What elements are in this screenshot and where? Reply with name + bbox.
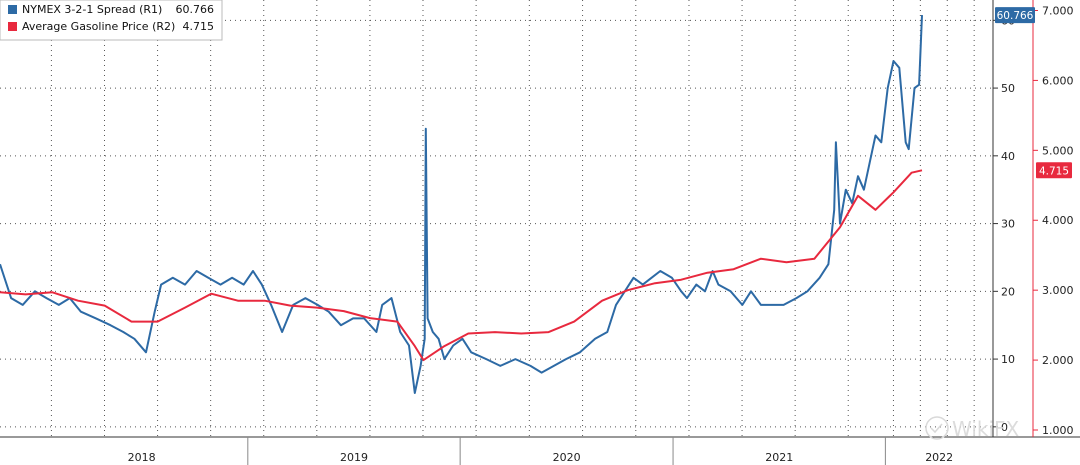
tick-label-x: 2022 (925, 451, 953, 464)
tick-label-r2: 7.000 (1042, 4, 1074, 17)
tick-label-r1: 10 (1001, 353, 1015, 366)
last-value-badge-1 (995, 7, 1035, 24)
tick-label-r2: 4.000 (1042, 214, 1074, 227)
series-line-2 (0, 169, 923, 362)
last-value-badges: 60.766 4.715 (995, 7, 1072, 179)
axes (0, 0, 1080, 438)
tick-label-r2: 2.000 (1042, 354, 1074, 367)
legend-label-2: Average Gasoline Price (R2) (22, 20, 175, 33)
last-value-badge-2 (1036, 162, 1072, 179)
watermark-text: WikiFX (952, 417, 1020, 441)
tick-label-r1: 40 (1001, 150, 1015, 163)
tick-label-r2: 1.000 (1042, 424, 1074, 437)
legend-swatch-1 (8, 5, 17, 14)
last-value-label-2: 4.715 (1039, 165, 1069, 177)
tick-label-x: 2019 (340, 451, 368, 464)
tick-label-r2: 6.000 (1042, 74, 1074, 87)
tick-label-r2: 3.000 (1042, 284, 1074, 297)
series-lines (0, 15, 923, 394)
tick-label-r1: 50 (1001, 82, 1015, 95)
legend-swatch-2 (8, 22, 17, 31)
tick-label-x: 2021 (765, 451, 793, 464)
tick-label-x: 2018 (128, 451, 156, 464)
legend-label-1: NYMEX 3-2-1 Spread (R1) (22, 3, 162, 16)
watermark-logo: WikiFX (925, 416, 1020, 441)
series-line-1 (0, 15, 923, 394)
tick-label-r1: 0 (1001, 421, 1008, 434)
tick-label-x: 2020 (553, 451, 581, 464)
legend-value-2: 4.715 (183, 20, 215, 33)
tick-label-r1: 30 (1001, 218, 1015, 231)
last-value-label-1: 60.766 (997, 10, 1034, 22)
legend-box (0, 0, 223, 41)
legend-value-1: 60.766 (176, 3, 215, 16)
tick-label-r2: 5.000 (1042, 144, 1074, 157)
tick-label-r1: 20 (1001, 285, 1015, 298)
x-axis-ticks: 2018 2019 2020 2021 2022 (128, 437, 953, 465)
